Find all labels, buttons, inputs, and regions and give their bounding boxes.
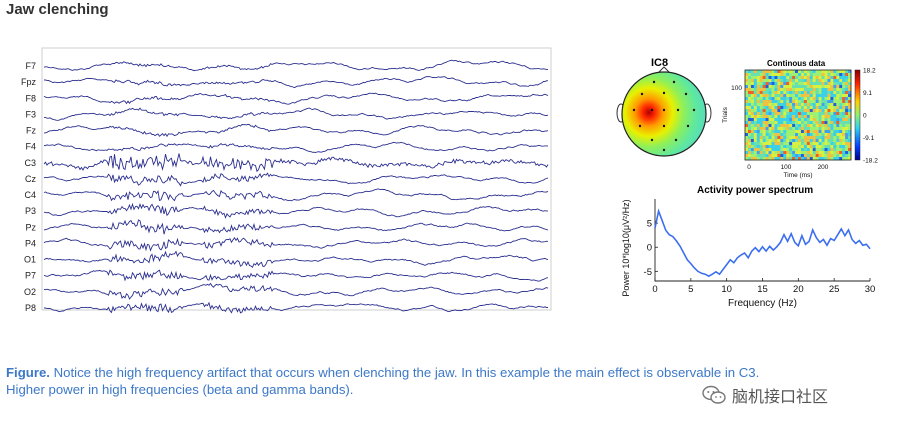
colorbar-tick: 0 [863, 113, 867, 120]
eeg-trace-Cz [43, 172, 549, 187]
x-tick-label: 20 [793, 284, 804, 295]
colorbar-tick: 18.2 [863, 68, 876, 75]
eeg-trace-F8 [43, 92, 549, 105]
electrode-dot [632, 108, 636, 112]
y-tick-label: -5 [644, 267, 652, 278]
electrode-dot [650, 138, 654, 142]
eeg-frame [41, 47, 552, 311]
spectrum-line [654, 208, 871, 278]
electrode-dot [640, 92, 644, 96]
eeg-trace-Pz [43, 219, 549, 235]
channel-label-C3: C3 [24, 158, 36, 168]
erp-heatmap [745, 70, 852, 161]
caption-line-2: Higher power in high frequencies (beta a… [6, 382, 354, 397]
channel-label-P3: P3 [25, 206, 36, 216]
wechat-icon [702, 385, 726, 404]
erp-x-tick: 200 [818, 164, 829, 171]
electrode-dot [676, 108, 680, 112]
eeg-trace-P8 [44, 301, 548, 314]
head-outline [621, 71, 707, 157]
eeg-traces-panel: F7 Fpz F8 F3 Fz F4 C3 Cz C4 P3 Pz P4 O1 P7 O2 P8 [8, 44, 556, 314]
electrode-dot [684, 92, 688, 96]
electrode-dot [662, 91, 666, 95]
electrode-dot [692, 108, 696, 112]
erp-y-tick: 100 [731, 85, 742, 92]
y-axis-label: Power 10*log10(μV²/Hz) [621, 199, 631, 296]
channel-label-F4: F4 [25, 142, 36, 152]
channel-label-F7: F7 [25, 61, 36, 71]
eeg-trace-F7 [43, 59, 549, 72]
x-tick-label: 25 [829, 284, 840, 295]
erp-xlabel: Time (ms) [783, 172, 812, 179]
watermark-text: 脑机接口社区 [732, 387, 829, 406]
x-tick-label: 30 [865, 284, 876, 295]
eeg-trace-O2 [43, 282, 549, 300]
eeg-trace-F4 [43, 141, 548, 153]
watermark: 脑机接口社区 [702, 383, 828, 407]
electrode-dot [638, 124, 642, 128]
scalp-topography [616, 66, 712, 157]
electrode-dot [650, 108, 654, 112]
electrode-dot [662, 124, 666, 128]
x-tick-label: 15 [757, 284, 768, 295]
eeg-trace-P3 [43, 202, 549, 219]
channel-label-F8: F8 [25, 93, 36, 103]
eeg-trace-P4 [43, 236, 549, 252]
eeg-trace-P7 [43, 269, 549, 282]
eeg-trace-F3 [43, 107, 549, 121]
channel-label-Pz: Pz [25, 222, 36, 232]
channel-label-O2: O2 [24, 287, 36, 297]
x-tick-label: 5 [688, 284, 693, 295]
erp-image-title: Continous data [767, 59, 826, 68]
nose [657, 66, 671, 74]
figure-caption: Figure. Notice the high frequency artifa… [6, 364, 886, 398]
page-title: Jaw clenching [6, 1, 109, 18]
caption-label: Figure. [6, 365, 50, 380]
colorbar-tick: -18.2 [863, 158, 878, 165]
colorbar-tick: -9.1 [863, 135, 875, 142]
channel-label-Fpz: Fpz [21, 77, 37, 87]
y-tick-label: 5 [647, 219, 652, 230]
erp-x-tick: 0 [747, 164, 751, 171]
x-axis-label: Frequency (Hz) [728, 298, 797, 309]
erp-ylabel: Trials [722, 106, 729, 122]
channel-label-F3: F3 [25, 109, 36, 119]
electrode-dot [652, 80, 656, 84]
x-tick-label: 10 [721, 284, 732, 295]
electrode-dot [662, 108, 666, 112]
electrode-dot [674, 138, 678, 142]
eeg-trace-O1 [43, 250, 549, 269]
electrode-dot [662, 148, 666, 152]
eeg-traces-chart: F7 Fpz F8 F3 Fz F4 C3 Cz C4 P3 Pz P4 O1 P7 O2 P8 [21, 47, 552, 314]
eeg-trace-C3 [43, 153, 549, 173]
colorbar [854, 69, 861, 161]
channel-label-Cz: Cz [25, 174, 36, 184]
erp-x-tick: 100 [781, 164, 792, 171]
channel-label-P4: P4 [25, 238, 36, 248]
component-label: IC8 [651, 57, 669, 69]
spectrum-axes [654, 199, 870, 282]
channel-label-P7: P7 [25, 271, 36, 281]
eeg-trace-Fz [43, 123, 549, 138]
spectrum-title: Activity power spectrum [697, 185, 814, 196]
channel-label-Fz: Fz [26, 126, 36, 136]
eeg-trace-C4 [43, 188, 549, 202]
electrode-dot [672, 80, 676, 84]
channel-label-O1: O1 [24, 255, 36, 265]
electrode-dot [686, 124, 690, 128]
erp-frame [744, 69, 852, 161]
channel-label-P8: P8 [25, 303, 36, 313]
caption-line-1: Notice the high frequency artifact that … [49, 365, 760, 380]
eeg-trace-Fpz [43, 76, 549, 89]
x-tick-label: 0 [652, 284, 657, 295]
colorbar-tick: 9.1 [863, 90, 872, 97]
y-tick-label: 0 [647, 243, 652, 254]
channel-label-C4: C4 [24, 190, 36, 200]
